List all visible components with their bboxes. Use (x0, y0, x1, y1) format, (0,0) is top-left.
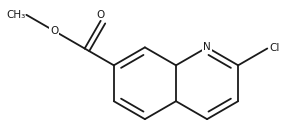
Text: Cl: Cl (270, 44, 280, 53)
Text: CH₃: CH₃ (6, 10, 25, 20)
Text: O: O (50, 26, 58, 36)
Text: O: O (97, 10, 105, 20)
Text: N: N (203, 42, 211, 52)
